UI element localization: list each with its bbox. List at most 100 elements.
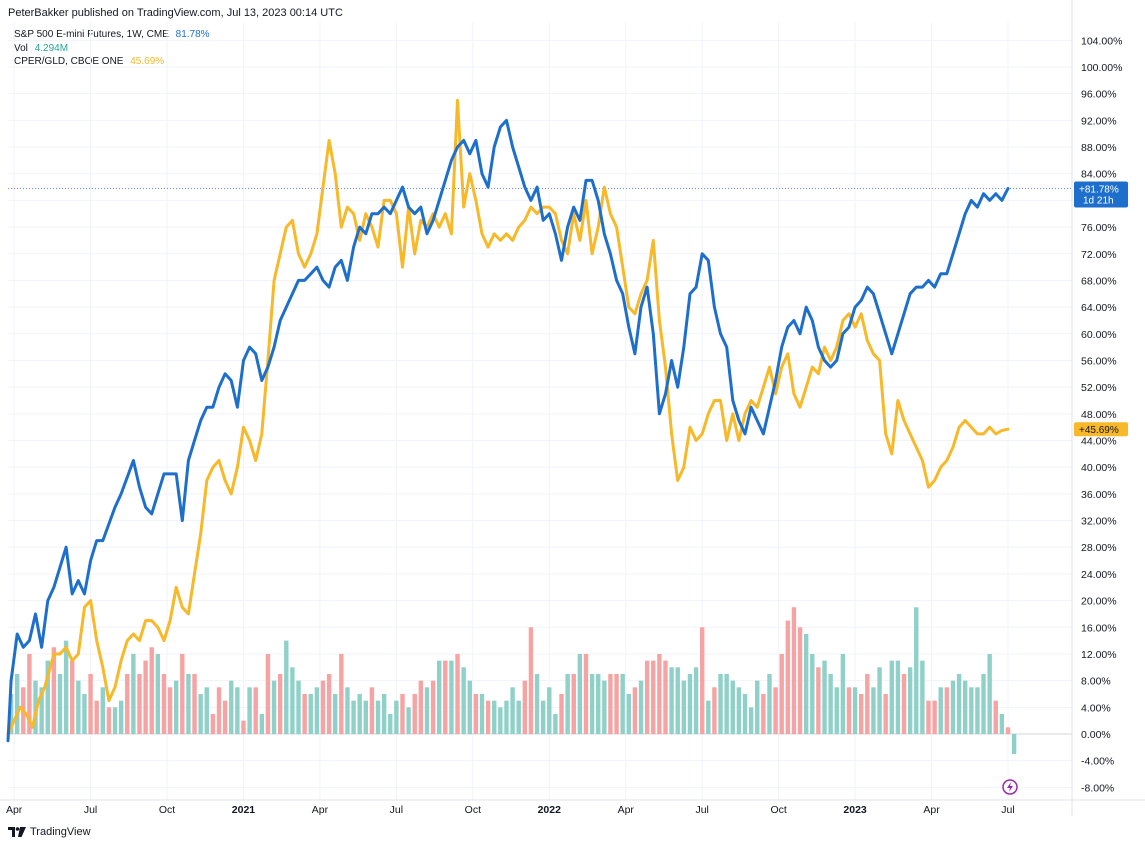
volume-bar (932, 700, 937, 734)
volume-bar (363, 700, 368, 734)
volume-bar (724, 673, 729, 734)
volume-bar (736, 687, 742, 734)
y-tick-label: 64.00% (1081, 302, 1117, 314)
volume-bar (755, 680, 760, 734)
volume-bar (632, 687, 638, 734)
volume-bar (229, 680, 234, 734)
x-tick-label: 2023 (843, 804, 867, 816)
volume-bar (699, 627, 705, 734)
volume-bar (761, 693, 766, 734)
volume-bar (186, 673, 191, 734)
y-tick-label: 52.00% (1081, 382, 1117, 394)
volume-bar (106, 707, 112, 734)
volume-bar (950, 680, 956, 734)
volume-bar (394, 700, 399, 734)
x-tick-label: 2022 (538, 804, 562, 816)
volume-bar (351, 700, 356, 734)
y-axis: 104.00%100.00%96.00%92.00%88.00%84.00%80… (1071, 0, 1122, 816)
volume-bar (290, 667, 295, 734)
y-tick-label: 8.00% (1081, 676, 1111, 688)
volume-bar (88, 673, 93, 734)
volume-bar (45, 660, 50, 734)
spx-last-value-tag: +81.78%1d 21h (1074, 181, 1128, 208)
volume-bar (492, 700, 497, 734)
volume-bar (51, 647, 57, 734)
volume-bar (241, 720, 246, 734)
volume-bar (473, 693, 479, 734)
y-tick-label: 84.00% (1081, 169, 1117, 181)
tradingview-logo[interactable]: TradingView (8, 826, 91, 838)
volume-bar (412, 693, 417, 734)
volume-bar (198, 693, 203, 734)
legend-row-vol[interactable]: Vol 4.294M (14, 42, 210, 56)
volume-bar (852, 687, 858, 734)
volume-bar (859, 693, 864, 734)
volume-bar (889, 660, 894, 734)
volume-bar (296, 680, 301, 734)
legend: S&P 500 E-mini Futures, 1W, CME 81.78% V… (14, 28, 210, 69)
volume-bar (669, 667, 674, 734)
legend-value: 45.69% (130, 56, 165, 67)
volume-bar (125, 673, 130, 734)
volume-bar (657, 653, 662, 734)
y-tick-label: 76.00% (1081, 222, 1117, 234)
volume-bar (155, 653, 161, 734)
volume-bar (253, 687, 258, 734)
volume-bar (748, 707, 754, 734)
tag-background (1074, 422, 1128, 437)
tag-sublabel: 1d 21h (1083, 196, 1114, 207)
volume-bar (247, 687, 252, 734)
x-tick-label: 2021 (232, 804, 256, 816)
volume-bar (33, 680, 38, 734)
volume-bar (436, 660, 442, 734)
y-tick-label: 28.00% (1081, 542, 1117, 554)
volume-bar (112, 707, 118, 734)
copper-gold-line[interactable] (6, 98, 1010, 736)
y-tick-label: 60.00% (1081, 329, 1117, 341)
y-tick-label: 40.00% (1081, 462, 1117, 474)
volume-bar (277, 673, 283, 734)
volume-bar (222, 700, 228, 734)
volume-bar (27, 653, 32, 734)
volume-bar (137, 673, 142, 734)
volume-bar (1011, 734, 1017, 755)
volume-bar (920, 660, 925, 734)
y-tick-label: 4.00% (1081, 702, 1111, 714)
x-tick-label: Apr (618, 804, 635, 816)
volume-bar (773, 687, 778, 734)
volume-bar (210, 713, 216, 734)
volume-bar (259, 713, 265, 734)
volume-bar (596, 673, 601, 734)
volume-bar (779, 653, 784, 734)
y-tick-label: 20.00% (1081, 596, 1117, 608)
volume-bar (418, 680, 424, 734)
flash-icon[interactable] (1002, 779, 1018, 795)
copper-gold-last-value-tag: +45.69% (1074, 422, 1128, 437)
y-tick-label: 104.00% (1081, 35, 1122, 47)
volume-bar (485, 700, 491, 734)
volume-bar (467, 680, 472, 734)
volume-bar (589, 673, 595, 734)
volume-bar (461, 667, 466, 734)
legend-row-spx[interactable]: S&P 500 E-mini Futures, 1W, CME 81.78% (14, 28, 210, 42)
volume-bar (681, 680, 687, 734)
volume-bar (663, 660, 668, 734)
volume-bar (828, 673, 833, 734)
legend-row-copper-gold[interactable]: CPER/GLD, CBOE ONE 45.69% (14, 55, 210, 69)
volume-bar (118, 700, 124, 734)
volume-bar (1005, 727, 1011, 734)
x-tick-label: Apr (6, 804, 23, 816)
volume-bar (871, 687, 876, 734)
volume-bar (797, 627, 803, 734)
y-tick-label: -4.00% (1081, 756, 1114, 768)
volume-bar (577, 653, 583, 734)
volume-bar (14, 673, 20, 734)
spx-line[interactable] (6, 118, 1010, 743)
volume-bar (455, 653, 460, 734)
volume-bar (938, 687, 943, 734)
volume-bar (877, 667, 882, 734)
volume-bar (388, 713, 393, 734)
volume-bar (865, 673, 870, 734)
legend-value: 81.78% (175, 29, 210, 40)
